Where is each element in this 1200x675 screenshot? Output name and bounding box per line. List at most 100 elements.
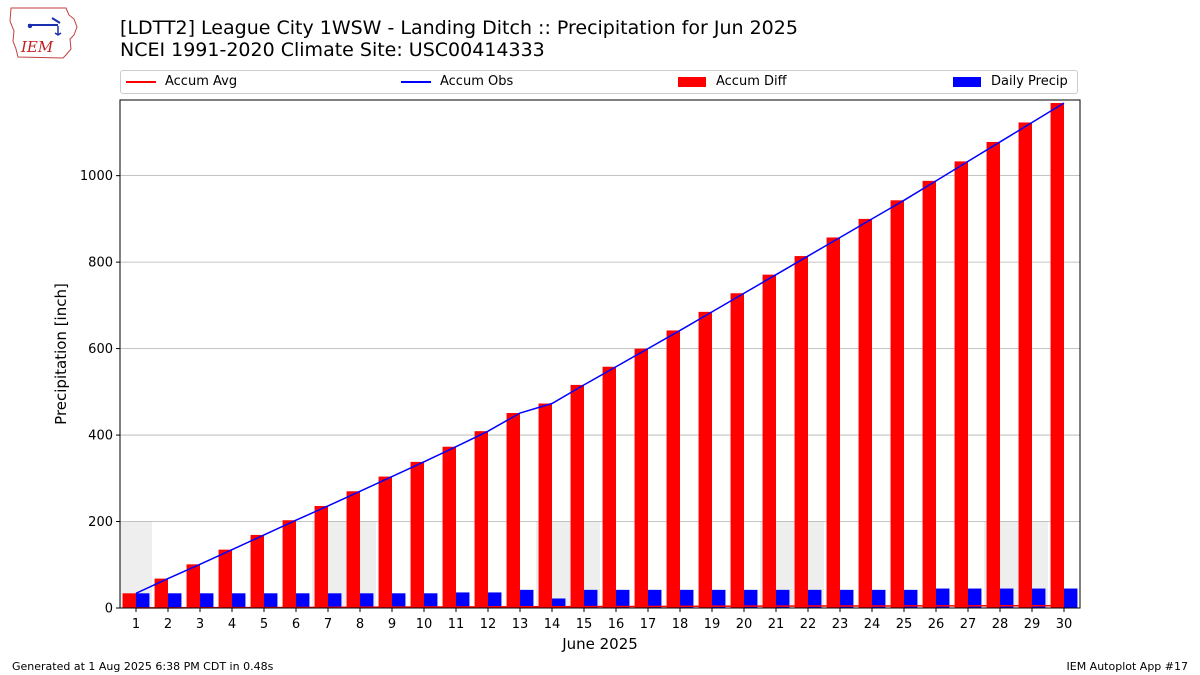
legend-accum-diff-swatch [678,76,706,87]
accum-obs-line [135,102,1065,594]
y-gridlines [120,175,1080,522]
x-tick-label-20: 20 [736,617,753,632]
x-tick-label-13: 13 [512,617,529,632]
daily-precip-bar-21 [776,589,790,608]
accum-diff-bar-25 [890,200,904,608]
daily-precip-bar-10 [424,593,438,608]
legend-accum-avg: Accum Avg [126,74,237,89]
chart-legend: Accum Avg Accum Obs Accum Diff Daily Pre… [120,70,1078,94]
daily-precip-bar-19 [712,589,726,608]
legend-accum-diff-label: Accum Diff [716,74,787,89]
legend-accum-obs: Accum Obs [401,74,513,89]
legend-daily-precip-label: Daily Precip [991,74,1068,89]
daily-precip-bar-12 [488,592,502,608]
accum-diff-bar-5 [250,534,264,608]
daily-precip-bar-18 [680,589,694,608]
accum-diff-bar-26 [922,180,936,608]
daily-precip-bar-6 [296,593,310,608]
daily-precip-bar-16 [616,589,630,608]
daily-precip-bar-13 [520,589,534,608]
title-line-2: NCEI 1991-2020 Climate Site: USC00414333 [120,39,545,61]
daily-precip-bar-27 [968,588,982,608]
x-tick-label-28: 28 [992,617,1009,632]
accum-diff-bar-24 [858,218,872,608]
x-tick-label-8: 8 [356,617,364,632]
x-axis-ticks: 1 2 3 4 5 6 7 8 9 10 11 12 13 14 15 16 17 18 19 20 21 22 23 24 2… [132,608,1072,632]
accum-diff-bar-3 [186,564,200,608]
x-tick-label-21: 21 [768,617,785,632]
accum-diff-bar-29 [1018,122,1032,609]
daily-precip-bar-11 [456,592,470,608]
accum-diff-bar-12 [474,431,488,608]
x-tick-label-16: 16 [608,617,625,632]
x-tick-label-22: 22 [800,617,817,632]
daily-precip-bar-26 [936,588,950,608]
x-tick-label-14: 14 [544,617,561,632]
accum-diff-bar-6 [282,520,296,608]
x-tick-label-10: 10 [416,617,433,632]
accum-diff-bar-2 [154,578,168,608]
x-tick-label-18: 18 [672,617,689,632]
daily-precip-bar-30 [1064,588,1078,608]
y-tick-label-600: 600 [88,342,113,357]
iowa-state-outline-icon: IEM [8,5,80,60]
x-tick-label-19: 19 [704,617,721,632]
x-tick-label-1: 1 [132,617,140,632]
y-tick-label-800: 800 [88,256,113,271]
x-tick-label-9: 9 [388,617,396,632]
logo-text: IEM [20,38,54,56]
x-tick-label-6: 6 [292,617,300,632]
accum-diff-bar-28 [986,141,1000,609]
x-tick-label-5: 5 [260,617,268,632]
daily-precip-bar-1 [136,593,150,608]
accum-diff-bar-16 [602,366,616,608]
accum-diff-bar-22 [794,256,808,608]
accum-diff-bar-1 [122,593,136,608]
daily-precip-bar-28 [1000,588,1014,608]
legend-daily-precip: Daily Precip [953,74,1068,89]
x-tick-label-4: 4 [228,617,236,632]
daily-precip-bar-8 [360,593,374,608]
accum-diff-bar-23 [826,237,840,608]
title-line-1: [LDTT2] League City 1WSW - Landing Ditch… [120,17,798,39]
x-axis-label: June 2025 [561,635,638,653]
x-tick-label-30: 30 [1056,617,1073,632]
legend-accum-diff: Accum Diff [678,74,787,89]
x-tick-label-17: 17 [640,617,657,632]
accum-diff-bar-21 [762,274,776,608]
daily-precip-bars [136,588,1078,608]
x-tick-label-12: 12 [480,617,497,632]
footer-app-text: IEM Autoplot App #17 [1066,660,1189,673]
daily-precip-bar-14 [552,598,566,608]
accum-diff-bar-10 [410,461,424,608]
chart-title: [LDTT2] League City 1WSW - Landing Ditch… [120,17,798,61]
y-tick-label-0: 0 [105,602,113,617]
daily-precip-bar-23 [840,589,854,608]
accum-diff-bar-15 [570,384,584,608]
daily-precip-bar-4 [232,593,246,608]
daily-precip-bar-24 [872,589,886,608]
accum-avg-line [135,604,1065,609]
legend-daily-precip-swatch [953,76,981,87]
daily-precip-bar-22 [808,589,822,608]
daily-precip-bar-3 [200,593,214,608]
x-tick-label-25: 25 [896,617,913,632]
y-axis-label: Precipitation [inch] [52,283,70,425]
accum-diff-bar-14 [538,403,552,608]
accum-diff-bar-9 [378,476,392,608]
accum-diff-bar-7 [314,505,328,608]
daily-precip-bar-17 [648,589,662,608]
legend-accum-avg-swatch [126,80,156,83]
daily-precip-bar-15 [584,589,598,608]
y-axis-ticks: 0 200 400 600 800 1000 [80,169,120,617]
x-tick-label-29: 29 [1024,617,1041,632]
footer-generated-text: Generated at 1 Aug 2025 6:38 PM CDT in 0… [12,660,274,673]
daily-precip-bar-29 [1032,588,1046,608]
accum-diff-bar-30 [1050,103,1064,609]
x-tick-label-27: 27 [960,617,977,632]
x-tick-label-3: 3 [196,617,204,632]
x-tick-label-23: 23 [832,617,849,632]
accum-diff-bar-19 [698,311,712,608]
daily-precip-bar-9 [392,593,406,608]
